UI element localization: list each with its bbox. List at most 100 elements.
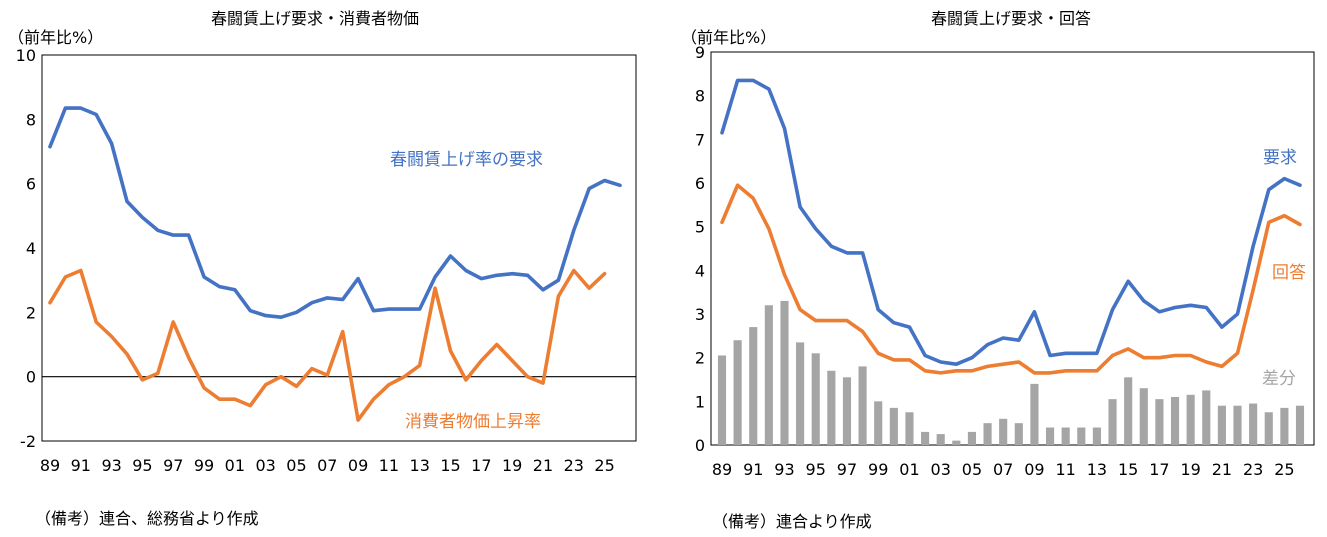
- right-xtick-label: 89: [712, 460, 732, 479]
- right-bar: [905, 412, 914, 445]
- right-ytick-label: 4: [695, 261, 705, 280]
- right-bar: [842, 377, 852, 445]
- right-bar: [858, 366, 867, 445]
- right-bar: [967, 431, 977, 445]
- right-ytick-label: 6: [695, 174, 705, 193]
- right-bar: [1139, 388, 1148, 445]
- left-ytick-label: -2: [20, 432, 36, 451]
- left-xtick-label: 91: [71, 456, 91, 475]
- left-xtick-label: 07: [317, 456, 337, 475]
- right-bar: [1014, 423, 1023, 445]
- right-bar: [1155, 399, 1164, 445]
- right-ytick-label: 1: [695, 392, 705, 411]
- left-xtick-label: 95: [132, 456, 152, 475]
- left-series-line-1: [48, 268, 607, 422]
- right-ytick-label: 7: [695, 130, 705, 149]
- right-annotation-diff: 差分: [1262, 369, 1296, 389]
- left-ytick-label: 0: [26, 368, 36, 387]
- right-xtick-label: 11: [1055, 460, 1075, 479]
- right-series-line-0: [720, 78, 1302, 366]
- right-xtick-label: 95: [806, 460, 826, 479]
- right-series-line-1: [720, 183, 1302, 375]
- right-bar: [1092, 427, 1101, 445]
- right-xtick-label: 09: [1024, 460, 1044, 479]
- left-annotation-demand: 春闘賃上げ率の要求: [390, 150, 543, 170]
- right-bar: [1249, 403, 1258, 445]
- left-ytick-label: 8: [26, 110, 36, 129]
- left-chart-title: 春闘賃上げ要求・消費者物価: [211, 9, 419, 28]
- right-annotation-answer: 回答: [1272, 263, 1306, 283]
- left-xtick-label: 19: [502, 456, 522, 475]
- right-bar: [811, 353, 820, 445]
- right-ytick-label: 8: [695, 87, 705, 106]
- right-plot-frame: [710, 51, 1315, 446]
- right-bar: [1170, 396, 1180, 445]
- left-xtick-label: 09: [348, 456, 368, 475]
- right-xtick-label: 93: [774, 460, 794, 479]
- left-chart: 春闘賃上げ要求・消費者物価 （前年比%） -2 0 2 4 6 8 10 89 91 93 95 97…: [8, 9, 637, 528]
- left-xtick-label: 25: [594, 456, 614, 475]
- left-source-note: （備考）連合、総務省より作成: [35, 509, 259, 528]
- right-source-note: （備考）連合より作成: [712, 512, 872, 531]
- left-xtick-label: 97: [163, 456, 183, 475]
- right-xtick-label: 99: [868, 460, 888, 479]
- right-bar: [733, 340, 742, 445]
- left-ytick-label: 10: [16, 46, 36, 65]
- right-annotation-demand: 要求: [1263, 148, 1297, 168]
- left-plot-area: -2 0 2 4 6 8 10 89 91 93 95 97 99 01 03 05 07 09 11 13 15 17 1…: [16, 46, 636, 475]
- left-ytick-label: 4: [26, 239, 36, 258]
- right-bar: [952, 440, 961, 445]
- left-xtick-label: 21: [533, 456, 553, 475]
- right-bar: [1045, 427, 1055, 445]
- right-bar: [889, 407, 898, 445]
- right-xtick-label: 07: [993, 460, 1013, 479]
- left-xtick-label: 93: [101, 456, 121, 475]
- right-bar: [780, 300, 789, 445]
- left-ytick-label: 6: [26, 175, 36, 194]
- left-xtick-label: 01: [225, 456, 245, 475]
- right-bar: [999, 418, 1008, 445]
- right-bar: [749, 327, 758, 445]
- right-bar: [1233, 405, 1242, 445]
- right-bar: [1077, 427, 1086, 445]
- right-xtick-label: 21: [1212, 460, 1232, 479]
- right-xtick-label: 97: [837, 460, 857, 479]
- right-bar: [1217, 405, 1226, 445]
- right-bar: [1280, 407, 1289, 445]
- left-y-unit: （前年比%）: [8, 28, 103, 47]
- right-ytick-label: 0: [695, 436, 705, 455]
- right-bar: [717, 355, 727, 445]
- right-bar: [983, 423, 992, 445]
- left-xtick-label: 99: [194, 456, 214, 475]
- right-xtick-label: 05: [962, 460, 982, 479]
- left-ytick-label: 2: [26, 303, 36, 322]
- right-bar: [1124, 377, 1133, 445]
- right-xtick-label: 13: [1087, 460, 1107, 479]
- right-bar: [827, 370, 836, 445]
- right-ytick-label: 9: [695, 43, 705, 62]
- right-ytick-label: 3: [695, 305, 705, 324]
- left-annotation-cpi: 消費者物価上昇率: [405, 412, 541, 432]
- left-plot-frame: [41, 54, 637, 442]
- left-xtick-label: 13: [410, 456, 430, 475]
- right-chart-title: 春闘賃上げ要求・回答: [931, 9, 1091, 28]
- right-xtick-label: 03: [931, 460, 951, 479]
- right-bar: [1202, 390, 1211, 445]
- right-xtick-label: 25: [1274, 460, 1294, 479]
- right-xtick-label: 01: [899, 460, 919, 479]
- right-xtick-label: 17: [1149, 460, 1169, 479]
- left-xtick-label: 15: [440, 456, 460, 475]
- right-bar: [921, 431, 930, 445]
- left-xtick-label: 23: [564, 456, 584, 475]
- right-xtick-label: 15: [1118, 460, 1138, 479]
- right-xtick-label: 23: [1243, 460, 1263, 479]
- right-bar: [1061, 427, 1070, 445]
- right-bar: [1186, 394, 1195, 445]
- right-bar: [764, 305, 773, 445]
- left-series-line-0: [48, 106, 622, 319]
- right-bar: [1264, 412, 1273, 445]
- right-bar: [1108, 399, 1117, 445]
- left-xtick-label: 05: [286, 456, 306, 475]
